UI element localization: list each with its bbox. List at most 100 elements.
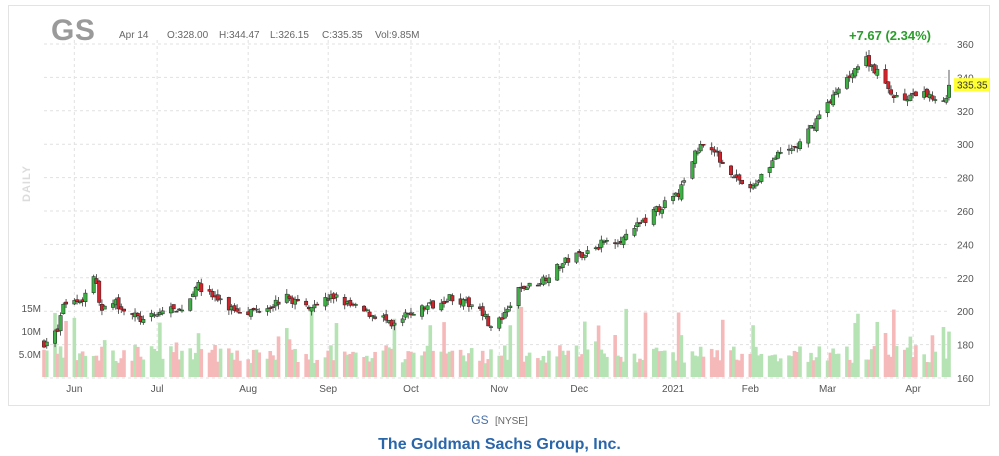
volume-bar xyxy=(384,345,388,377)
volume-bar xyxy=(296,361,300,377)
footer-symbol-link[interactable]: GS xyxy=(471,413,489,427)
candle xyxy=(527,282,532,287)
volume-bar xyxy=(122,350,126,377)
volume-bar xyxy=(582,321,587,377)
volume-bar xyxy=(856,313,860,377)
volume-bar xyxy=(373,351,377,377)
candle xyxy=(671,196,676,201)
candle xyxy=(615,242,620,245)
volume-bar xyxy=(767,355,772,377)
volume-bar xyxy=(847,359,852,377)
candle xyxy=(276,301,281,305)
volume-bar xyxy=(323,357,328,377)
volume-bar xyxy=(149,346,154,377)
volume-bar xyxy=(616,355,620,377)
candle xyxy=(500,317,504,320)
volume-bar xyxy=(497,355,502,377)
candle xyxy=(546,277,551,283)
y-tick-label: 240 xyxy=(957,240,974,251)
volume-bar xyxy=(469,348,474,377)
volume-bar xyxy=(113,360,118,377)
company-name-link[interactable]: The Goldman Sachs Group, Inc. xyxy=(378,436,621,453)
volume-bar xyxy=(563,354,568,377)
candle xyxy=(522,285,527,289)
volume-bar xyxy=(621,361,626,377)
volume-bar xyxy=(94,355,99,377)
volume-bar xyxy=(193,352,198,377)
volume-bar xyxy=(80,351,85,377)
volume-bar xyxy=(867,359,871,377)
price-candles xyxy=(42,50,951,349)
volume-bar xyxy=(467,353,471,377)
candle xyxy=(908,94,913,101)
volume-bar xyxy=(188,348,193,377)
volume-bar xyxy=(130,360,135,377)
candle xyxy=(701,144,706,146)
volume-bar xyxy=(287,339,292,377)
volume-bar xyxy=(133,344,137,377)
volume-bar xyxy=(544,362,548,377)
candle xyxy=(855,66,860,70)
volume-bar xyxy=(651,348,656,377)
candle xyxy=(524,287,529,290)
volume-tick-label: 15M xyxy=(22,304,41,315)
volume-bar xyxy=(682,362,686,377)
candle xyxy=(516,287,521,306)
volume-bar xyxy=(778,358,783,377)
candle xyxy=(480,306,485,316)
volume-tick-label: 5.0M xyxy=(19,350,41,361)
volume-bar xyxy=(674,360,678,377)
volume-bar xyxy=(508,325,513,377)
candle xyxy=(889,89,894,95)
candle xyxy=(469,304,474,307)
volume-bar xyxy=(519,306,524,377)
x-tick-label: Mar xyxy=(819,384,837,395)
volume-bar xyxy=(734,359,739,377)
candle xyxy=(141,319,146,323)
volume-bar xyxy=(191,359,195,377)
candle xyxy=(944,98,949,103)
x-tick-label: Dec xyxy=(570,384,588,395)
candle xyxy=(825,102,830,113)
volume-bar xyxy=(75,360,79,377)
last-price-tag xyxy=(954,78,989,92)
volume-bar xyxy=(400,362,405,377)
candle xyxy=(508,305,513,308)
volume-bar xyxy=(886,354,891,377)
volume-bar xyxy=(116,362,121,377)
volume-bar xyxy=(605,356,609,377)
candle xyxy=(751,185,756,189)
volume-bar xyxy=(309,307,314,377)
candle xyxy=(304,300,309,306)
candle xyxy=(271,306,275,308)
candle xyxy=(690,161,695,179)
volume-bar xyxy=(174,342,179,377)
volume-bar xyxy=(489,349,493,377)
volume-bar xyxy=(119,358,124,377)
volume-bar xyxy=(334,323,339,377)
volume-bar xyxy=(249,362,253,377)
candle xyxy=(342,296,347,306)
volume-bar xyxy=(235,350,239,377)
volume-bar xyxy=(91,355,96,377)
volume-bar xyxy=(329,345,333,377)
candle xyxy=(693,150,698,164)
candle xyxy=(373,316,378,319)
volume-bar xyxy=(420,355,424,377)
candle xyxy=(315,303,320,306)
stock-chart[interactable]: 160180200220240260280300320340360JunJulA… xyxy=(9,6,989,405)
volume-bar xyxy=(693,355,697,377)
volume-bar xyxy=(834,354,838,377)
candle xyxy=(759,173,764,182)
volume-bar xyxy=(257,352,262,377)
volume-bar xyxy=(527,352,532,377)
volume-bar xyxy=(141,359,146,377)
volume-bar xyxy=(657,351,662,377)
volume-bar xyxy=(265,358,270,377)
period-label: DAILY xyxy=(21,165,33,202)
candle xyxy=(44,341,49,347)
candle xyxy=(657,206,662,212)
volume-bar xyxy=(933,351,938,377)
volume-bar xyxy=(737,360,742,377)
volume-bar xyxy=(285,328,289,377)
